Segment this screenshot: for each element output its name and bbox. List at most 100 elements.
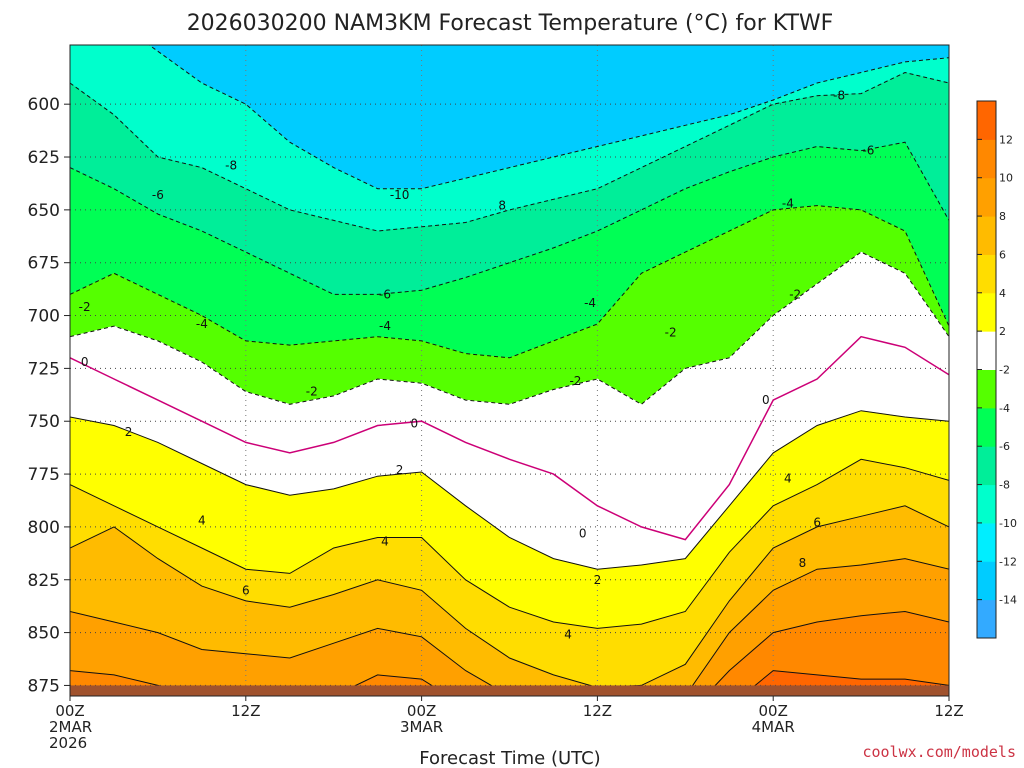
y-tick-label: 625 (28, 148, 60, 168)
isotherm-line (70, 205, 949, 359)
y-tick-label: 750 (28, 412, 60, 432)
colorbar-label: -14 (999, 594, 1017, 607)
isotherm-line (70, 251, 949, 405)
colorbar-legend: -14 -12 -10 -8 -6 -4 -2 2 4 6 8 10 12 (976, 100, 1017, 639)
contour-label: -6 (379, 287, 391, 301)
colorbar-label: -2 (999, 364, 1010, 377)
contour-label: 0 (762, 393, 770, 407)
isotherm-line (70, 558, 949, 696)
y-tick-label: 825 (28, 571, 60, 591)
colorbar-swatch (977, 254, 996, 294)
contour-label: 4 (784, 471, 792, 485)
isotherm-line (70, 458, 949, 629)
x-tick-label: 00Z (759, 702, 788, 720)
contour-label: 2 (396, 463, 404, 477)
contour-label: 8 (498, 199, 506, 213)
colorbar-swatch (977, 177, 996, 217)
colorbar-swatch (977, 331, 996, 370)
contour-label: -2 (569, 374, 581, 388)
colorbar-swatch (977, 522, 996, 562)
ground-terrain (70, 685, 949, 696)
colorbar-swatch (977, 446, 996, 486)
isotherm-line (741, 670, 949, 696)
contour-label: 4 (198, 514, 206, 528)
colorbar-label: 6 (999, 248, 1006, 261)
temperature-fill-bands (70, 45, 949, 696)
contour-label: 4 (381, 535, 389, 549)
contour-label: -4 (379, 319, 391, 333)
contour-label: -8 (833, 89, 845, 103)
x-tick-label: 4MAR (752, 718, 795, 736)
colorbar-swatch (977, 139, 996, 179)
colorbar-swatch (977, 561, 996, 601)
colorbar-swatch (977, 407, 996, 447)
colorbar-label: 8 (999, 210, 1006, 223)
isotherm-line (70, 505, 949, 689)
contour-label: -2 (789, 287, 801, 301)
y-tick-label: 875 (28, 676, 60, 696)
contour-label: -2 (665, 325, 677, 339)
y-tick-label: 675 (28, 254, 60, 274)
colorbar-label: -4 (999, 402, 1010, 415)
contour-label: 4 (564, 628, 572, 642)
isotherm-line (70, 335, 949, 541)
y-tick-label: 600 (28, 95, 60, 115)
x-tick-label: 12Z (934, 702, 963, 720)
contour-label: -6 (152, 188, 164, 202)
x-axis-label: Forecast Time (UTC) (419, 748, 600, 768)
isotherm-line (70, 141, 949, 295)
y-tick-label: 650 (28, 201, 60, 221)
contour-label: 2 (594, 573, 602, 587)
contour-label: -4 (196, 317, 208, 331)
x-tick-label: 12Z (583, 702, 612, 720)
y-axis: 600 625 650 675 700 725 750 775 800 825 850 875 (28, 95, 70, 696)
y-tick-label: 800 (28, 518, 60, 538)
x-tick-label: 00Z (407, 702, 436, 720)
contour-label: -6 (862, 144, 874, 158)
contour-label: -10 (390, 188, 410, 202)
isotherm-line (148, 45, 949, 190)
y-tick-label: 725 (28, 359, 60, 379)
y-tick-label: 775 (28, 465, 60, 485)
contour-label: 0 (579, 526, 587, 540)
colorbar-swatch (977, 484, 996, 524)
colorbar-label: -6 (999, 440, 1010, 453)
contour-label: 8 (799, 556, 807, 570)
credit-text: coolwx.com/models (862, 743, 1016, 761)
contour-label: -2 (79, 300, 91, 314)
colorbar-label: -12 (999, 555, 1017, 568)
y-tick-label: 850 (28, 624, 60, 644)
colorbar-label: 12 (999, 133, 1013, 146)
colorbar-swatch (977, 599, 996, 639)
contour-label: 0 (410, 416, 418, 430)
contour-label: -8 (225, 158, 237, 172)
contour-label: 2 (125, 425, 133, 439)
isotherm-line (70, 610, 949, 696)
colorbar-label: 2 (999, 325, 1006, 338)
contour-label: -4 (782, 197, 794, 211)
isotherm-line (70, 71, 949, 232)
colorbar-label: -10 (999, 517, 1017, 530)
chart-title: 2026030200 NAM3KM Forecast Temperature (… (187, 11, 834, 36)
contour-label: -4 (584, 296, 596, 310)
contour-label: -2 (306, 385, 318, 399)
x-tick-label: 3MAR (400, 718, 443, 736)
isotherm-contours (70, 45, 949, 696)
x-tick-label: 12Z (231, 702, 260, 720)
colorbar-label: 10 (999, 172, 1013, 185)
ground-area (70, 685, 949, 696)
contour-label: 6 (813, 516, 821, 530)
colorbar-swatch (977, 101, 996, 140)
grid-lines (70, 45, 949, 696)
colorbar-label: -8 (999, 479, 1010, 492)
contour-labels: -8 -6 -2 -4 -10 8 -6 -4 -4 -2 -2 -2 -2 -4 -6 -8 0 2 0 2 0 4 4 0… (79, 89, 875, 642)
colorbar-label: 4 (999, 287, 1006, 300)
colorbar-swatch (977, 216, 996, 255)
colorbar-swatch (977, 292, 996, 332)
plot-frame (69, 44, 950, 697)
x-tick-label: 2MAR (49, 718, 92, 736)
x-tick-label: 00Z (55, 702, 84, 720)
isotherm-line (70, 410, 949, 570)
